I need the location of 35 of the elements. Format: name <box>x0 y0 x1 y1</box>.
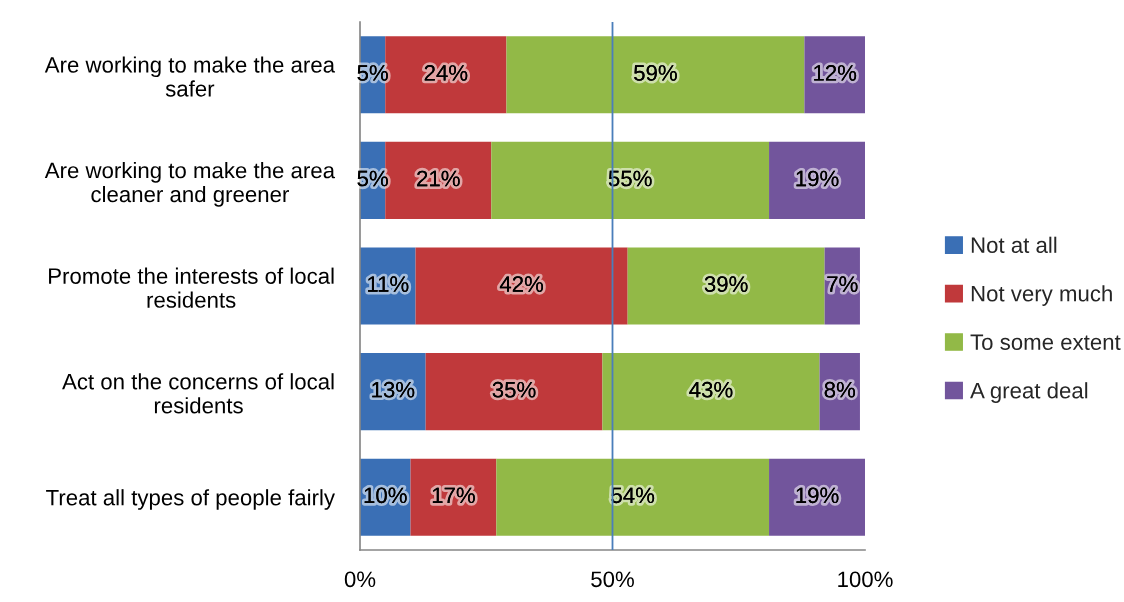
legend-label: Not very much <box>971 285 1112 306</box>
y-tick-label: Treat all types of people fairly <box>46 489 335 510</box>
bar <box>415 247 628 325</box>
bar <box>491 141 770 219</box>
data-label: 8% <box>824 381 856 398</box>
bar <box>496 458 770 536</box>
data-label: 59% <box>634 65 677 81</box>
bar <box>627 247 825 325</box>
data-label: 43% <box>689 381 733 398</box>
x-tick-label: 0% <box>344 571 376 588</box>
data-label: 39% <box>704 276 748 292</box>
data-label: 19% <box>796 170 839 187</box>
legend-label: To some extent <box>970 334 1121 350</box>
x-tick-label: 100% <box>838 571 893 588</box>
data-label: 13% <box>372 381 415 398</box>
y-tick-label: Are working to make the area cleaner and greener <box>44 161 336 207</box>
data-label: 19% <box>796 487 839 504</box>
data-label: 21% <box>417 170 460 187</box>
legend-label: A great deal <box>970 382 1088 403</box>
data-label: 35% <box>492 381 536 398</box>
data-label: 10% <box>364 487 407 504</box>
y-tick-label: Act on the concerns of local residents <box>62 373 334 414</box>
bar <box>602 353 820 431</box>
data-label: 7% <box>827 276 858 292</box>
y-tick-label: Promote the interests of local residents <box>49 267 334 308</box>
bar <box>506 36 805 114</box>
data-label: 42% <box>499 276 544 292</box>
y-tick-label: Are working to make the area safer <box>44 56 336 97</box>
data-label: 17% <box>432 487 475 504</box>
data-label: 24% <box>424 65 468 81</box>
data-label: 11% <box>368 276 409 292</box>
x-tick-label: 50% <box>591 571 634 588</box>
legend-label: Not at all <box>971 236 1057 254</box>
bar <box>425 353 603 431</box>
data-label: 12% <box>814 65 857 81</box>
